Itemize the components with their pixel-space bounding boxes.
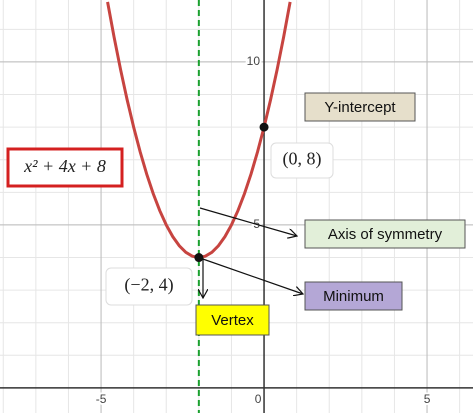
annotation: Minimum	[323, 288, 384, 305]
point	[259, 122, 269, 132]
y-tick-label: 10	[247, 54, 261, 68]
point-label: (−2, 4)	[124, 275, 173, 296]
point-label: (0, 8)	[283, 149, 322, 170]
annotation-box	[195, 304, 270, 336]
x-tick-label: -5	[96, 392, 107, 406]
annotation-box	[304, 281, 403, 311]
x-tick-label: 5	[424, 392, 431, 406]
annotation: Y-intercept	[324, 99, 396, 116]
annotation: Vertex	[211, 312, 254, 329]
point-label-box	[270, 142, 334, 179]
annotation: Axis of symmetry	[328, 226, 443, 243]
arrow	[199, 257, 303, 294]
point	[194, 253, 204, 263]
expression: x² + 4x + 8	[23, 156, 106, 176]
arrow	[199, 207, 297, 236]
annotation-box	[304, 219, 466, 249]
expression-box	[6, 147, 124, 188]
annotation-box	[304, 92, 416, 122]
x-tick-label: 0	[255, 392, 262, 406]
point-label-box	[105, 267, 193, 306]
